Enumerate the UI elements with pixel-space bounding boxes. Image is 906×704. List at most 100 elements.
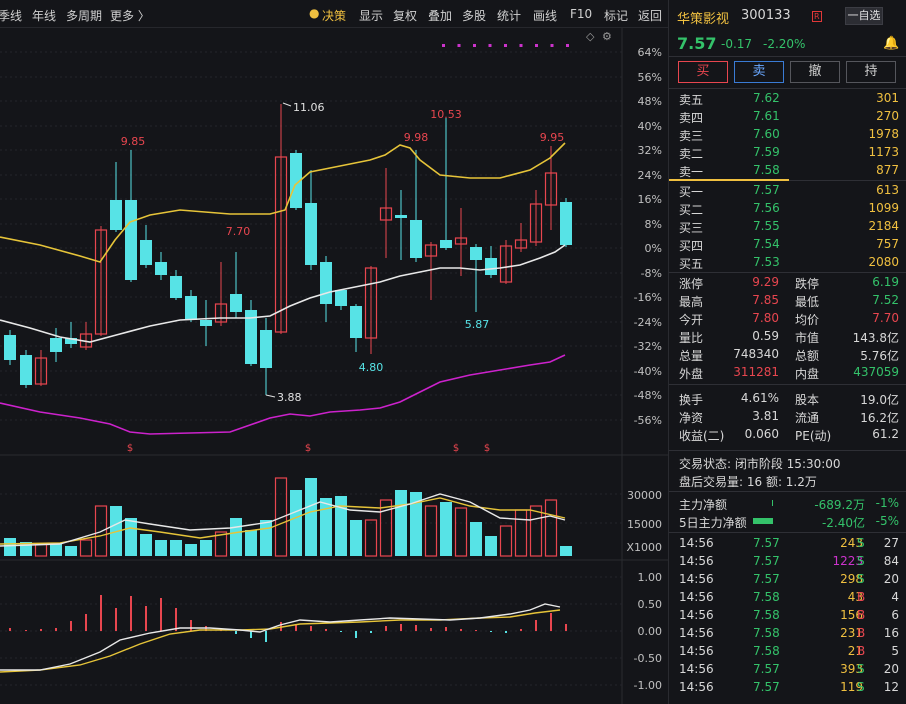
asks-volume: 1173 xyxy=(868,145,899,159)
asks-price: 7.61 xyxy=(753,109,780,123)
tick-price: 7.57 xyxy=(753,662,780,676)
price-label: 5.87 xyxy=(465,318,490,331)
diamond-icon[interactable]: ◇ xyxy=(586,30,595,43)
toolbar-more-menu-button[interactable]: 更多 〉 xyxy=(110,9,150,23)
toolbar-year-line-button[interactable]: 年线 xyxy=(32,9,57,23)
tick-price: 7.57 xyxy=(753,572,780,586)
candle-body[interactable] xyxy=(305,203,317,265)
price-label: 7.70 xyxy=(226,225,251,238)
stat-value: 0.060 xyxy=(744,427,779,441)
candle-body[interactable] xyxy=(94,229,108,335)
candle-body[interactable] xyxy=(170,276,182,298)
volume-bar xyxy=(305,478,317,556)
tick-time: 14:56 xyxy=(679,662,714,676)
price-label: 9.95 xyxy=(540,131,565,144)
divider xyxy=(669,88,906,89)
stat-label: 今开 xyxy=(679,313,704,327)
candle-body[interactable] xyxy=(20,355,32,385)
toolbar-multi-period-button[interactable]: 多周期 xyxy=(66,9,103,23)
candle-body[interactable] xyxy=(454,237,468,245)
stat-row: 总量 748340 总额 5.76亿 xyxy=(669,346,906,363)
stat-value: 748340 xyxy=(733,347,779,361)
candle-body[interactable] xyxy=(140,240,152,265)
event-marker-icon[interactable]: $ xyxy=(453,443,459,454)
candle-body[interactable] xyxy=(65,338,77,344)
event-marker-icon[interactable]: $ xyxy=(305,443,311,454)
candle-body[interactable] xyxy=(440,240,452,248)
toolbar-mark-button[interactable]: 标记 xyxy=(604,9,629,23)
cancel-button[interactable]: 撤 xyxy=(790,61,840,83)
toolbar-overlay-button[interactable]: 叠加 xyxy=(428,9,453,23)
stat-label: 量比 xyxy=(679,331,704,345)
toolbar-back-button[interactable]: 返回 xyxy=(638,9,663,23)
bids-label: 买三 xyxy=(679,221,704,235)
candle-body[interactable] xyxy=(155,262,167,275)
volume-bar xyxy=(260,520,272,556)
candle-body[interactable] xyxy=(529,203,543,243)
candle-body[interactable] xyxy=(200,320,212,326)
candle-body[interactable] xyxy=(470,247,482,260)
candle-body[interactable] xyxy=(320,262,332,304)
main-axis-label: -8% xyxy=(641,267,662,280)
bids-label: 买四 xyxy=(679,239,704,253)
candle-body[interactable] xyxy=(499,245,513,283)
stat-value: 7.80 xyxy=(752,311,779,325)
kline-chart-area[interactable]: 64% 56% 48% 40% 32% 24% 16% 8% 0% -8% -16% -24% -32%… xyxy=(0,28,668,704)
tick-side: S xyxy=(857,662,865,676)
signal-dot xyxy=(566,44,569,47)
candle-body[interactable] xyxy=(290,153,302,208)
candle-body[interactable] xyxy=(185,296,197,320)
candle-body[interactable] xyxy=(50,338,62,352)
bell-icon[interactable]: 🔔 xyxy=(883,36,900,51)
toolbar-draw-line-button[interactable]: 画线 xyxy=(533,9,558,23)
flow-value: -689.2万 xyxy=(814,498,865,512)
ma-white-line xyxy=(0,244,566,343)
candle-body[interactable] xyxy=(110,200,122,230)
candle-body[interactable] xyxy=(260,330,272,368)
candle-body[interactable] xyxy=(364,267,378,339)
asks-label: 卖二 xyxy=(679,147,704,161)
toolbar-statistics-button[interactable]: 统计 xyxy=(497,9,522,23)
event-marker-icon[interactable]: $ xyxy=(484,443,490,454)
asks-label: 卖三 xyxy=(679,129,704,143)
tick-price: 7.58 xyxy=(753,608,780,622)
toolbar-adjust-button[interactable]: 复权 xyxy=(393,9,418,23)
candle-body[interactable] xyxy=(274,156,288,333)
candle-body[interactable] xyxy=(424,244,438,257)
toolbar-f10-button[interactable]: F10 xyxy=(570,7,593,21)
stat-value: 0.59 xyxy=(752,329,779,343)
candle-body[interactable] xyxy=(410,220,422,258)
candle-body[interactable] xyxy=(245,310,257,364)
candle-body[interactable] xyxy=(350,306,362,338)
candle-body[interactable] xyxy=(34,357,48,385)
stat-row: 外盘 311281 内盘 437059 xyxy=(669,364,906,381)
candle-body[interactable] xyxy=(214,303,228,323)
candle-body[interactable] xyxy=(335,290,347,306)
toolbar-display-button[interactable]: 显示 xyxy=(359,9,384,23)
candle-body[interactable] xyxy=(379,207,393,221)
tick-volume: 156 xyxy=(840,608,863,622)
event-marker-icon[interactable]: $ xyxy=(127,443,133,454)
candle-body[interactable] xyxy=(395,215,407,218)
kline-chart[interactable]: 64% 56% 48% 40% 32% 24% 16% 8% 0% -8% -16% -24% -32%… xyxy=(0,28,668,704)
stat-value: 311281 xyxy=(733,365,779,379)
settings-icon[interactable]: ⚙ xyxy=(602,30,612,43)
hold-button[interactable]: 持 xyxy=(846,61,896,83)
sell-button[interactable]: 卖 xyxy=(734,61,784,83)
candle-body[interactable] xyxy=(125,200,137,280)
candle-body[interactable] xyxy=(544,172,558,206)
candle-body[interactable] xyxy=(514,239,528,249)
stat-label: 跌停 xyxy=(795,277,820,291)
candle-body[interactable] xyxy=(230,294,242,312)
toolbar-multi-stock-button[interactable]: 多股 xyxy=(462,9,487,23)
buy-button[interactable]: 买 xyxy=(678,61,728,83)
candle-body[interactable] xyxy=(4,335,16,360)
toolbar-decision-button[interactable]: 决策 xyxy=(322,9,347,23)
add-favorite-button[interactable]: 一自选 xyxy=(845,7,883,25)
toolbar-quarter-line-button[interactable]: 季线 xyxy=(0,9,23,23)
stat-label: 总量 xyxy=(679,349,704,363)
tick-row: 14:56 7.58 156 B 6 xyxy=(669,607,906,624)
candle-body[interactable] xyxy=(560,202,572,245)
main-axis-label: 0% xyxy=(645,242,662,255)
candle-body[interactable] xyxy=(485,258,497,275)
